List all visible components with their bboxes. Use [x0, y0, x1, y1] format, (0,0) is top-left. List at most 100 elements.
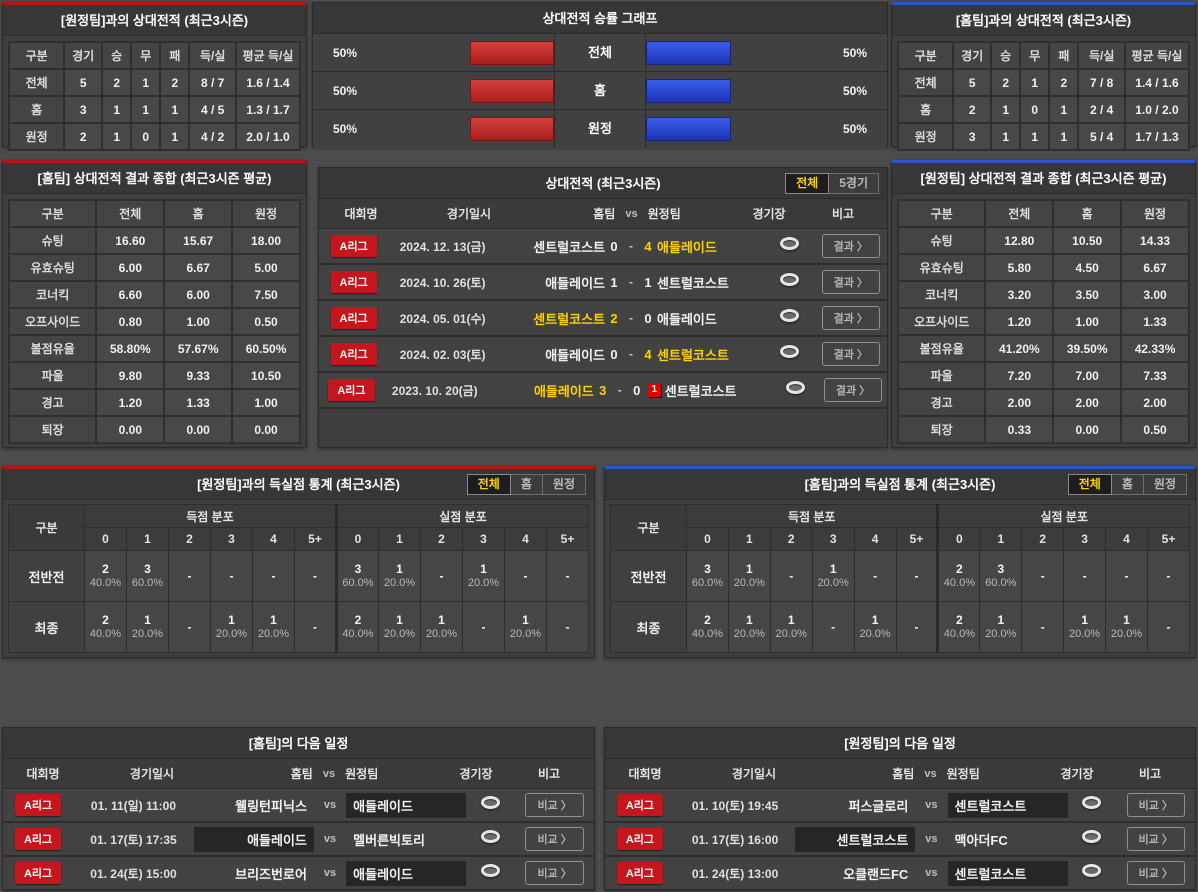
- stadium-icon[interactable]: [481, 830, 501, 843]
- cell: 10.50: [1052, 226, 1123, 255]
- stadium-icon[interactable]: [780, 273, 800, 286]
- away-score: 4: [644, 346, 652, 362]
- row-label: 오프사이드: [7, 307, 98, 336]
- cell: 18.00: [231, 226, 301, 255]
- score-separator: -: [629, 239, 634, 253]
- stadium-icon[interactable]: [481, 796, 501, 809]
- cell: 2: [159, 68, 191, 97]
- cell: 6.67: [163, 253, 234, 282]
- tab-all[interactable]: 전체: [466, 474, 511, 495]
- table-row: 유효슈팅 6.00 6.67 5.00: [7, 253, 301, 282]
- cell: 14.33: [1120, 226, 1190, 255]
- cell: 1.4 / 1.6: [1123, 68, 1191, 97]
- stadium-icon[interactable]: [780, 345, 800, 358]
- compare-button[interactable]: 비교 〉: [525, 861, 584, 885]
- compare-button[interactable]: 비교 〉: [525, 793, 584, 817]
- compare-button[interactable]: 비교 〉: [1126, 827, 1185, 851]
- col-home: 홈팀: [593, 207, 616, 221]
- stadium-icon[interactable]: [1082, 796, 1102, 809]
- home-team: 센트럴코스트: [795, 826, 916, 852]
- cell: 5.00: [231, 253, 301, 282]
- league-badge: A리그: [330, 343, 377, 365]
- tab-all[interactable]: 전체: [1067, 474, 1112, 495]
- result-button[interactable]: 결과 〉: [821, 270, 880, 294]
- panel-goal-dist-vs-home: [홈팀]과의 득실점 통계 (최근3시즌) 전체 홈 원정 구분 득점 분포 실…: [604, 466, 1196, 658]
- table-header-row: 구분 경기 승 무 패 득/실 평균 득/실: [7, 41, 302, 70]
- cell: -: [895, 601, 939, 653]
- panel-away-h2h: [원정팀]과의 상대전적 (최근3시즌) 구분 경기 승 무 패 득/실 평균 득/실 전체…: [2, 2, 307, 151]
- col-header: 무: [130, 41, 162, 70]
- table-row: 파울 9.80 9.33 10.50: [7, 361, 301, 390]
- col-header: 0: [335, 527, 379, 551]
- result-button[interactable]: 결과 〉: [821, 306, 880, 330]
- col-header: 3: [811, 527, 855, 551]
- home-winrate-bar: [469, 117, 554, 141]
- table-row: 원정 2 1 0 1 4 / 2 2.0 / 1.0: [7, 122, 302, 151]
- col-header: 1: [378, 527, 421, 551]
- list-header: 대회명 경기일시 홈팀 vs 원정팀 경기장 비고: [605, 759, 1195, 789]
- compare-button[interactable]: 비교 〉: [1126, 793, 1185, 817]
- row-label: 홈: [7, 95, 66, 124]
- cell: -: [210, 550, 253, 602]
- panel-title: [홈팀]과의 득실점 통계 (최근3시즌) 전체 홈 원정: [605, 469, 1195, 500]
- cell: 1.00: [163, 307, 234, 336]
- cell: 1 20.0%: [504, 601, 547, 653]
- col-header: 홈: [163, 199, 234, 228]
- tab-all[interactable]: 전체: [785, 173, 830, 194]
- schedule-row: A리그 01. 24(토) 13:00 오클랜드FC vs 센트럴코스트 비교 …: [605, 857, 1195, 891]
- cell: 1 20.0%: [210, 601, 253, 653]
- col-header: 구분: [7, 41, 66, 70]
- table-row: 슈팅 12.80 10.50 14.33: [896, 226, 1190, 255]
- cell: 1: [1019, 68, 1051, 97]
- tab-away[interactable]: 원정: [1143, 474, 1187, 495]
- result-button[interactable]: 결과 〉: [823, 378, 883, 402]
- cell: -: [168, 550, 211, 602]
- cell: 1 20.0%: [378, 601, 421, 653]
- compare-button[interactable]: 비교 〉: [525, 827, 584, 851]
- away-pct-label: 50%: [842, 83, 867, 98]
- away-team: 센트럴코스트: [657, 347, 729, 363]
- away-team: 멜버른빅토리: [353, 832, 425, 848]
- home-team: 웰링턴피닉스: [235, 798, 307, 814]
- col-league: 대회명: [344, 207, 378, 221]
- tab-away[interactable]: 원정: [542, 474, 586, 495]
- stadium-icon[interactable]: [780, 237, 800, 250]
- stadium-icon[interactable]: [1082, 830, 1102, 843]
- row-label: 볼점유율: [7, 334, 98, 363]
- tab-last5[interactable]: 5경기: [829, 173, 879, 194]
- cell: 1 20.0%: [979, 601, 1023, 653]
- result-button[interactable]: 결과 〉: [821, 234, 880, 258]
- cell: 1 20.0%: [1105, 601, 1148, 653]
- cell: 1.3 / 1.7: [234, 95, 302, 124]
- panel-title-text: [홈팀]과의 득실점 통계 (최근3시즌): [804, 477, 996, 492]
- result-button[interactable]: 결과 〉: [821, 342, 880, 366]
- tab-home[interactable]: 홈: [1111, 474, 1144, 495]
- table-row: 코너킥 3.20 3.50 3.00: [896, 280, 1190, 309]
- cell: 1 20.0%: [462, 550, 505, 602]
- cell: 1: [130, 68, 162, 97]
- stadium-icon[interactable]: [481, 864, 501, 877]
- col-header: 3: [462, 527, 505, 551]
- col-header: 평균 득/실: [1123, 41, 1191, 70]
- cell: 9.33: [163, 361, 234, 390]
- stadium-icon[interactable]: [780, 309, 800, 322]
- col-date: 경기일시: [731, 767, 777, 781]
- tab-home[interactable]: 홈: [510, 474, 543, 495]
- col-header: 경기: [63, 41, 104, 70]
- panel-title-text: [원정팀]과의 득실점 통계 (최근3시즌): [197, 477, 400, 492]
- cell: 1: [1048, 122, 1080, 151]
- list-header: 대회명 경기일시 홈팀 vs 원정팀 경기장 비고: [3, 759, 594, 789]
- row-label: 파울: [896, 361, 987, 390]
- stadium-icon[interactable]: [1082, 864, 1102, 877]
- cell: 1 20.0%: [811, 550, 855, 602]
- group-header-conceded: 실점 분포: [335, 504, 589, 528]
- table-header-row: 구분 전체 홈 원정: [896, 199, 1190, 228]
- stadium-icon[interactable]: [786, 381, 806, 394]
- compare-button[interactable]: 비교 〉: [1126, 861, 1185, 885]
- cell: 39.50%: [1052, 334, 1123, 363]
- panel-title: 상대전적 (최근3시즌) 전체 5경기: [319, 168, 887, 199]
- away-team: 센트럴코스트: [947, 860, 1068, 886]
- score-separator: -: [629, 275, 634, 289]
- match-row: A리그 2024. 12. 13(금) 센트럴코스트 0 - 4 애들레이드 결…: [319, 229, 887, 265]
